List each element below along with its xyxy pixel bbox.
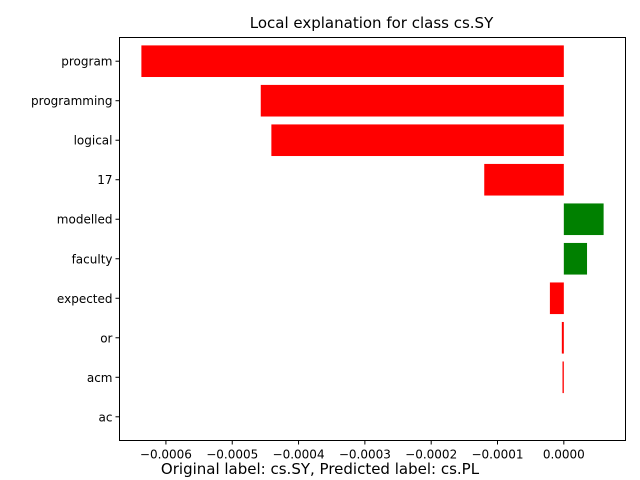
plot-frame [119, 37, 626, 441]
bar-logical [271, 124, 564, 157]
y-axis: program programming logical 17 modelled facul… [31, 55, 120, 424]
caption: Original label: cs.SY, Predicted label: … [161, 460, 480, 478]
x-tick-label: −0.0004 [273, 448, 325, 462]
y-tick-label: 17 [97, 173, 112, 187]
y-tick-label: faculty [72, 252, 113, 266]
bar-17 [484, 163, 564, 196]
x-tick-label: −0.0002 [405, 448, 457, 462]
y-tick-label: acm [87, 371, 113, 385]
bars-group [141, 45, 604, 394]
x-tick-label: −0.0003 [339, 448, 391, 462]
y-tick-label: expected [57, 292, 113, 306]
y-tick-label: ac [99, 410, 113, 424]
y-tick-label: programming [31, 94, 112, 108]
bar-expected [549, 282, 564, 315]
x-tick-label: −0.0001 [471, 448, 523, 462]
chart-title: Local explanation for class cs.SY [250, 14, 494, 32]
bar-programming [260, 84, 564, 117]
y-tick-label: or [100, 331, 112, 345]
bar-faculty [563, 242, 588, 275]
y-tick-label: logical [74, 134, 113, 148]
x-tick-label: 0.0000 [543, 448, 585, 462]
x-axis: −0.0006 −0.0005 −0.0004 −0.0003 −0.0002 −0.00… [140, 440, 585, 462]
y-tick-label: modelled [57, 213, 113, 227]
bar-acm [562, 361, 564, 394]
bar-program [141, 45, 564, 78]
bar-modelled [563, 203, 604, 236]
x-tick-label: −0.0005 [206, 448, 258, 462]
bar-or [561, 321, 564, 354]
x-tick-label: −0.0006 [140, 448, 192, 462]
y-tick-label: program [61, 55, 112, 69]
